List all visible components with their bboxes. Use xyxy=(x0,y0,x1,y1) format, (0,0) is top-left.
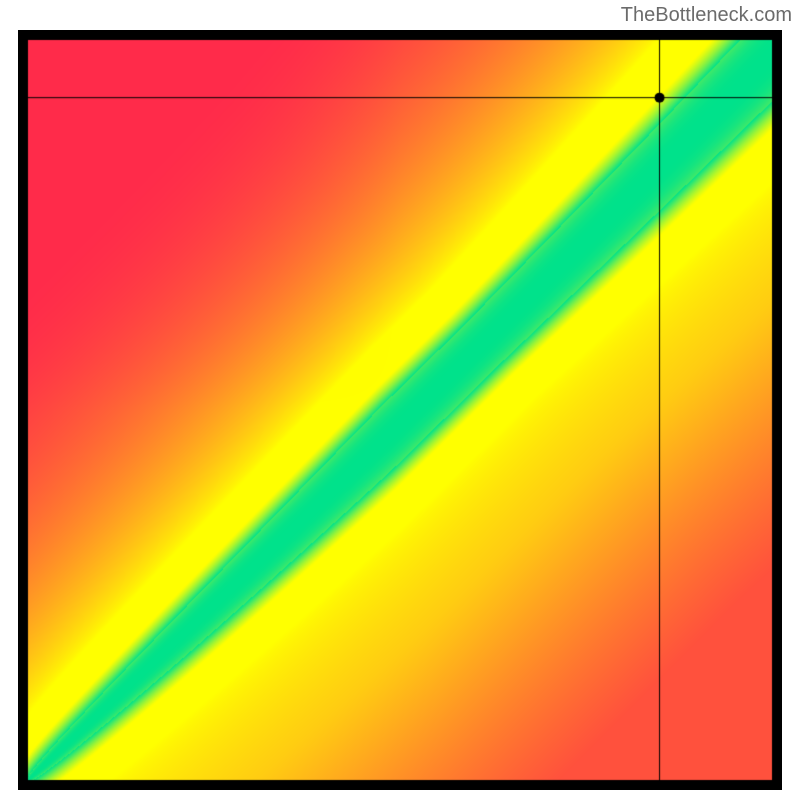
watermark: TheBottleneck.com xyxy=(621,4,792,27)
root: TheBottleneck.com xyxy=(0,0,800,800)
bottleneck-heatmap xyxy=(18,30,782,790)
heatmap-canvas xyxy=(18,30,782,790)
